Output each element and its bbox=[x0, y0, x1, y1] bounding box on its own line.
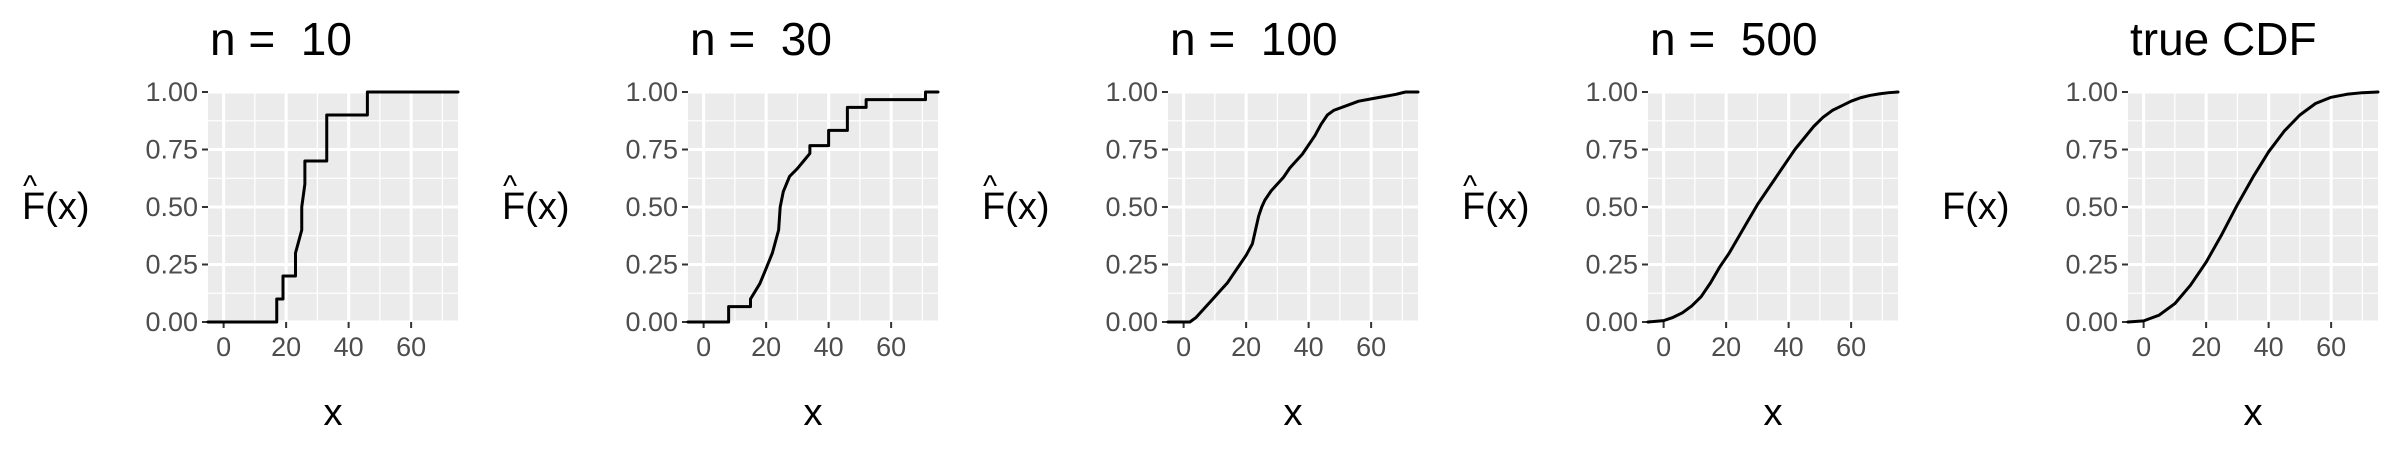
facet-title: n = 30 bbox=[690, 13, 832, 65]
y-tick-label: 0.75 bbox=[2065, 135, 2118, 165]
ecdf-step-line bbox=[686, 90, 940, 324]
y-tick-label: 0.00 bbox=[1585, 307, 1638, 337]
x-tick-label: 60 bbox=[396, 332, 426, 362]
y-tick-label: 0.75 bbox=[625, 135, 678, 165]
plot-svg: 0 20 40 60 0.00 0.25 0.50 0.75 1.00 bbox=[2065, 77, 2380, 362]
y-tick-label: 0.75 bbox=[1105, 135, 1158, 165]
x-tick-label: 0 bbox=[216, 332, 231, 362]
x-tick-label: 40 bbox=[814, 332, 844, 362]
y-tick-label: 0.00 bbox=[1105, 307, 1158, 337]
y-axis-label-text: F(x) bbox=[1942, 186, 2010, 228]
x-tick-label: 60 bbox=[1356, 332, 1386, 362]
y-tick-label: 0.50 bbox=[1105, 192, 1158, 222]
facet-panel: n = 500 F(x) ^ x 0 20 40 60 0.00 0.25 0.50 0.75 1.00 bbox=[1440, 0, 1920, 450]
y-tick-label: 1.00 bbox=[1585, 77, 1638, 107]
facet-panel: n = 100 F(x) ^ x 0 20 40 60 0.00 0.25 0.50 0.75 1.00 bbox=[960, 0, 1440, 450]
y-tick-label: 0.25 bbox=[2065, 250, 2118, 280]
x-axis-label: x bbox=[2243, 392, 2263, 434]
x-tick-label: 40 bbox=[1294, 332, 1324, 362]
x-axis-label: x bbox=[803, 392, 823, 434]
x-axis-label: x bbox=[1283, 392, 1303, 434]
y-axis-label: F(x) ^ bbox=[22, 172, 90, 228]
y-tick-label: 1.00 bbox=[145, 77, 198, 107]
plot-svg: 0 20 40 60 0.00 0.25 0.50 0.75 1.00 bbox=[145, 77, 460, 362]
x-tick-label: 0 bbox=[1176, 332, 1191, 362]
x-tick-label: 20 bbox=[751, 332, 781, 362]
y-axis-label-text: F(x) bbox=[22, 186, 90, 228]
facet-title: n = 100 bbox=[1170, 13, 1338, 65]
x-tick-label: 0 bbox=[2136, 332, 2151, 362]
plot-svg: 0 20 40 60 0.00 0.25 0.50 0.75 1.00 bbox=[1585, 77, 1900, 362]
x-tick-label: 60 bbox=[1836, 332, 1866, 362]
x-tick-label: 20 bbox=[271, 332, 301, 362]
facet-title: n = 10 bbox=[210, 13, 352, 65]
x-tick-label: 60 bbox=[2316, 332, 2346, 362]
x-tick-label: 40 bbox=[1774, 332, 1804, 362]
x-tick-label: 60 bbox=[876, 332, 906, 362]
x-axis-label: x bbox=[323, 392, 343, 434]
y-tick-label: 0.25 bbox=[145, 250, 198, 280]
facet-panel: true CDF F(x) x 0 20 40 60 0.00 0.25 0.50 0.75 1.00 bbox=[1920, 0, 2400, 450]
y-axis-label-text: F(x) bbox=[1462, 186, 1530, 228]
x-tick-label: 0 bbox=[1656, 332, 1671, 362]
y-axis-label: F(x) ^ bbox=[1462, 172, 1530, 228]
y-tick-label: 0.00 bbox=[145, 307, 198, 337]
y-axis-label-hat: ^ bbox=[23, 170, 38, 203]
y-tick-label: 0.50 bbox=[625, 192, 678, 222]
y-tick-label: 0.00 bbox=[625, 307, 678, 337]
ecdf-step-line bbox=[1646, 90, 1900, 324]
true-cdf-curve bbox=[2126, 90, 2380, 324]
y-tick-label: 0.50 bbox=[145, 192, 198, 222]
y-tick-label: 0.75 bbox=[145, 135, 198, 165]
x-tick-label: 0 bbox=[696, 332, 711, 362]
y-axis-label-text: F(x) bbox=[982, 186, 1050, 228]
y-tick-label: 1.00 bbox=[625, 77, 678, 107]
y-tick-label: 0.25 bbox=[1105, 250, 1158, 280]
y-axis-label-hat: ^ bbox=[1463, 170, 1478, 203]
x-axis-label: x bbox=[1763, 392, 1783, 434]
x-tick-label: 20 bbox=[1711, 332, 1741, 362]
x-tick-label: 40 bbox=[2254, 332, 2284, 362]
y-tick-label: 0.25 bbox=[1585, 250, 1638, 280]
y-tick-label: 0.00 bbox=[2065, 307, 2118, 337]
y-tick-label: 0.50 bbox=[2065, 192, 2118, 222]
y-tick-label: 0.25 bbox=[625, 250, 678, 280]
y-axis-label: F(x) ^ bbox=[982, 172, 1050, 228]
ecdf-step-line bbox=[206, 90, 460, 324]
plot-svg: 0 20 40 60 0.00 0.25 0.50 0.75 1.00 bbox=[1105, 77, 1420, 362]
x-tick-label: 20 bbox=[2191, 332, 2221, 362]
y-axis-label: F(x) ^ bbox=[502, 172, 570, 228]
x-tick-label: 40 bbox=[334, 332, 364, 362]
facet-panel: n = 30 F(x) ^ x 0 20 40 60 0.00 0.25 0.50 0.75 1.00 bbox=[480, 0, 960, 450]
y-tick-label: 0.50 bbox=[1585, 192, 1638, 222]
y-axis-label-text: F(x) bbox=[502, 186, 570, 228]
y-axis-label-hat: ^ bbox=[503, 170, 518, 203]
x-tick-label: 20 bbox=[1231, 332, 1261, 362]
facet-panel: n = 10 F(x) ^ x 0 20 40 60 0.00 0.25 0.50 0.75 1.00 bbox=[0, 0, 480, 450]
y-tick-label: 1.00 bbox=[2065, 77, 2118, 107]
y-tick-label: 1.00 bbox=[1105, 77, 1158, 107]
ecdf-step-line bbox=[1166, 90, 1420, 324]
facet-title: n = 500 bbox=[1650, 13, 1818, 65]
y-axis-label: F(x) bbox=[1942, 188, 2010, 226]
facet-title: true CDF bbox=[2130, 13, 2317, 65]
plot-svg: 0 20 40 60 0.00 0.25 0.50 0.75 1.00 bbox=[625, 77, 940, 362]
y-tick-label: 0.75 bbox=[1585, 135, 1638, 165]
y-axis-label-hat: ^ bbox=[983, 170, 998, 203]
